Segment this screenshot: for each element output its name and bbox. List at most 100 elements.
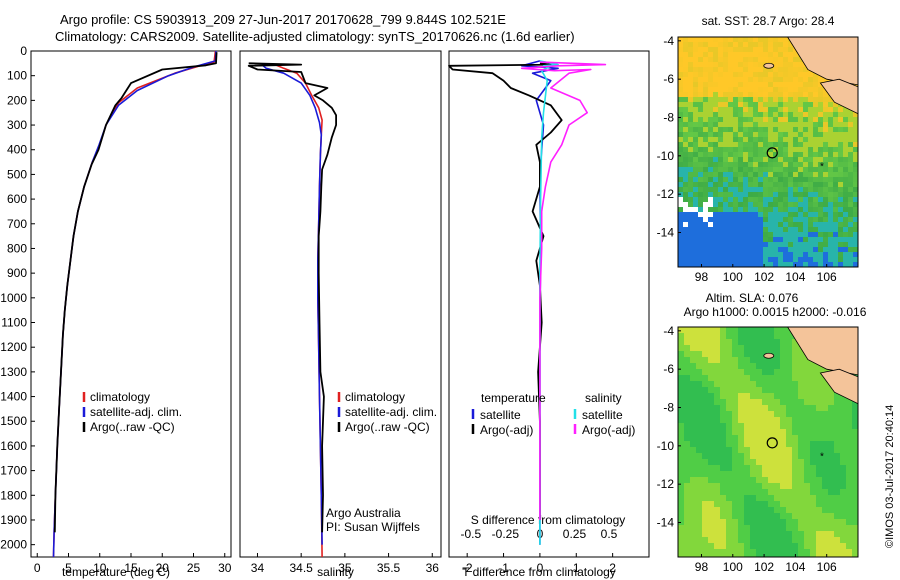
temperature-x-tick-label: 15 bbox=[124, 561, 138, 575]
depth-tick-label: 1400 bbox=[0, 390, 27, 404]
temperature-series-1 bbox=[52, 50, 217, 558]
difference-x-tick-label: -2 bbox=[462, 561, 473, 575]
salinity-diff-label: S difference from climatology bbox=[471, 513, 626, 527]
land-shape bbox=[819, 78, 858, 115]
depth-tick-label: 1700 bbox=[0, 464, 27, 478]
map-lat-tick-label: -12 bbox=[657, 477, 675, 491]
salinity-legend-label: Argo(..raw -QC) bbox=[345, 420, 430, 434]
difference-x-tick-label: -1 bbox=[498, 561, 509, 575]
depth-tick-label: 1000 bbox=[0, 291, 27, 305]
diff-legend-salinity-title: salinity bbox=[585, 391, 622, 405]
difference-x-tick-label: 0 bbox=[537, 561, 544, 575]
sla-map-subtitle: Argo h1000: 0.0015 h2000: -0.016 bbox=[684, 305, 867, 319]
depth-tick-label: 700 bbox=[7, 217, 27, 231]
diff-legend-label: satellite bbox=[480, 408, 521, 422]
map-lon-tick-label: 104 bbox=[785, 560, 805, 574]
salinity-axes bbox=[239, 50, 442, 558]
diff-legend-temperature-title: temperature bbox=[481, 391, 546, 405]
map-lon-tick-label: 98 bbox=[695, 270, 709, 284]
sla-map-panel: * -4 -6 -8 -10 -12 -14 98 100 102 104 106 bbox=[657, 324, 859, 574]
temperature-x-tick-label: 20 bbox=[156, 561, 170, 575]
diff-legend-label: Argo(-adj) bbox=[582, 423, 635, 437]
salinity-x-label: salinity bbox=[317, 565, 354, 579]
sla-map-axes bbox=[677, 326, 859, 558]
land-shape bbox=[819, 368, 858, 405]
map-lon-tick-label: 104 bbox=[785, 270, 805, 284]
depth-tick-label: 500 bbox=[7, 167, 27, 181]
profile-location-marker bbox=[766, 437, 778, 449]
header-line-2: Climatology: CARS2009. Satellite-adjuste… bbox=[55, 29, 575, 44]
map-lon-tick-label: 102 bbox=[754, 270, 774, 284]
map-lat-tick-label: -14 bbox=[657, 226, 675, 240]
map-lat-tick-label: -14 bbox=[657, 516, 675, 530]
temperature-x-label: temperature (deg C) bbox=[62, 565, 170, 579]
temperature-x-tick-label: 5 bbox=[65, 561, 72, 575]
island-shape bbox=[763, 352, 775, 359]
salinity-diff-tick-label: -0.25 bbox=[492, 527, 520, 541]
depth-tick-label: 1300 bbox=[0, 365, 27, 379]
sst-map-axes bbox=[677, 36, 859, 268]
map-lon-tick-label: 100 bbox=[723, 560, 743, 574]
salinity-series-0 bbox=[274, 63, 323, 558]
argo-australia-label: Argo Australia bbox=[326, 506, 401, 520]
map-lat-tick-label: -6 bbox=[663, 362, 674, 376]
sst-map-panel: * -4 -6 -8 -10 -12 -14 98 100 102 104 106 bbox=[657, 34, 859, 284]
map-lat-tick-label: -4 bbox=[663, 34, 674, 48]
difference-x-tick-label: 2 bbox=[609, 561, 616, 575]
temperature-legend-label: climatology bbox=[90, 390, 150, 404]
sst-map-title: sat. SST: 28.7 Argo: 28.4 bbox=[702, 14, 835, 28]
salinity-legend-label: satellite-adj. clim. bbox=[345, 405, 437, 419]
pi-label: PI: Susan Wijffels bbox=[326, 520, 420, 534]
land-shape bbox=[740, 327, 858, 376]
salinity-diff-tick-label: -0.5 bbox=[460, 527, 481, 541]
salinity-x-tick-label: 34.5 bbox=[289, 561, 313, 575]
difference-x-label: T difference from climatology bbox=[462, 565, 616, 579]
diff-legend-label: satellite bbox=[582, 408, 623, 422]
depth-tick-label: 1800 bbox=[0, 488, 27, 502]
temperature-legend-label: satellite-adj. clim. bbox=[90, 405, 182, 419]
temperature-series-2 bbox=[53, 52, 218, 533]
map-lat-tick-label: -10 bbox=[657, 149, 675, 163]
land-shape bbox=[740, 37, 858, 86]
temperature-x-tick-label: 10 bbox=[93, 561, 107, 575]
difference-x-tick-label: 1 bbox=[573, 561, 580, 575]
depth-tick-label: 0 bbox=[20, 44, 27, 58]
sla-map-title: Altim. SLA: 0.076 bbox=[706, 291, 799, 305]
temperature-x-tick-label: 25 bbox=[187, 561, 201, 575]
map-lon-tick-label: 102 bbox=[754, 560, 774, 574]
depth-tick-label: 1200 bbox=[0, 340, 27, 354]
secondary-marker: * bbox=[820, 161, 824, 172]
depth-tick-label: 200 bbox=[7, 93, 27, 107]
sst-map-field bbox=[678, 37, 858, 267]
temperature-series-0 bbox=[52, 50, 217, 558]
salinity-diff-tick-label: 0.25 bbox=[563, 527, 587, 541]
temperature-x-tick-label: 30 bbox=[218, 561, 232, 575]
map-lat-tick-label: -6 bbox=[663, 72, 674, 86]
map-lat-tick-label: -10 bbox=[657, 439, 675, 453]
salinity-legend-label: climatology bbox=[345, 390, 405, 404]
map-lon-tick-label: 100 bbox=[723, 270, 743, 284]
map-lat-tick-label: -8 bbox=[663, 111, 674, 125]
depth-tick-label: 1900 bbox=[0, 513, 27, 527]
temperature-axes bbox=[30, 50, 232, 558]
depth-tick-label: 100 bbox=[7, 69, 27, 83]
depth-tick-label: 1500 bbox=[0, 414, 27, 428]
salinity-series-1 bbox=[261, 63, 323, 545]
depth-tick-label: 600 bbox=[7, 192, 27, 206]
salinity-x-tick-label: 35.5 bbox=[377, 561, 401, 575]
secondary-marker: * bbox=[820, 451, 824, 462]
map-lat-tick-label: -4 bbox=[663, 324, 674, 338]
map-lon-tick-label: 106 bbox=[817, 560, 837, 574]
salinity-x-tick-label: 36 bbox=[426, 561, 440, 575]
difference-axes bbox=[448, 50, 650, 558]
diff-legend-label: Argo(-adj) bbox=[480, 423, 533, 437]
depth-tick-label: 300 bbox=[7, 118, 27, 132]
map-lon-tick-label: 98 bbox=[695, 560, 709, 574]
salinity-diff-tick-label: 0.5 bbox=[601, 527, 618, 541]
difference-series-1 bbox=[448, 62, 563, 520]
sla-map-field bbox=[678, 327, 858, 557]
salinity-series-2 bbox=[247, 62, 338, 533]
depth-tick-label: 1100 bbox=[1, 316, 27, 330]
difference-series-3 bbox=[520, 61, 607, 520]
